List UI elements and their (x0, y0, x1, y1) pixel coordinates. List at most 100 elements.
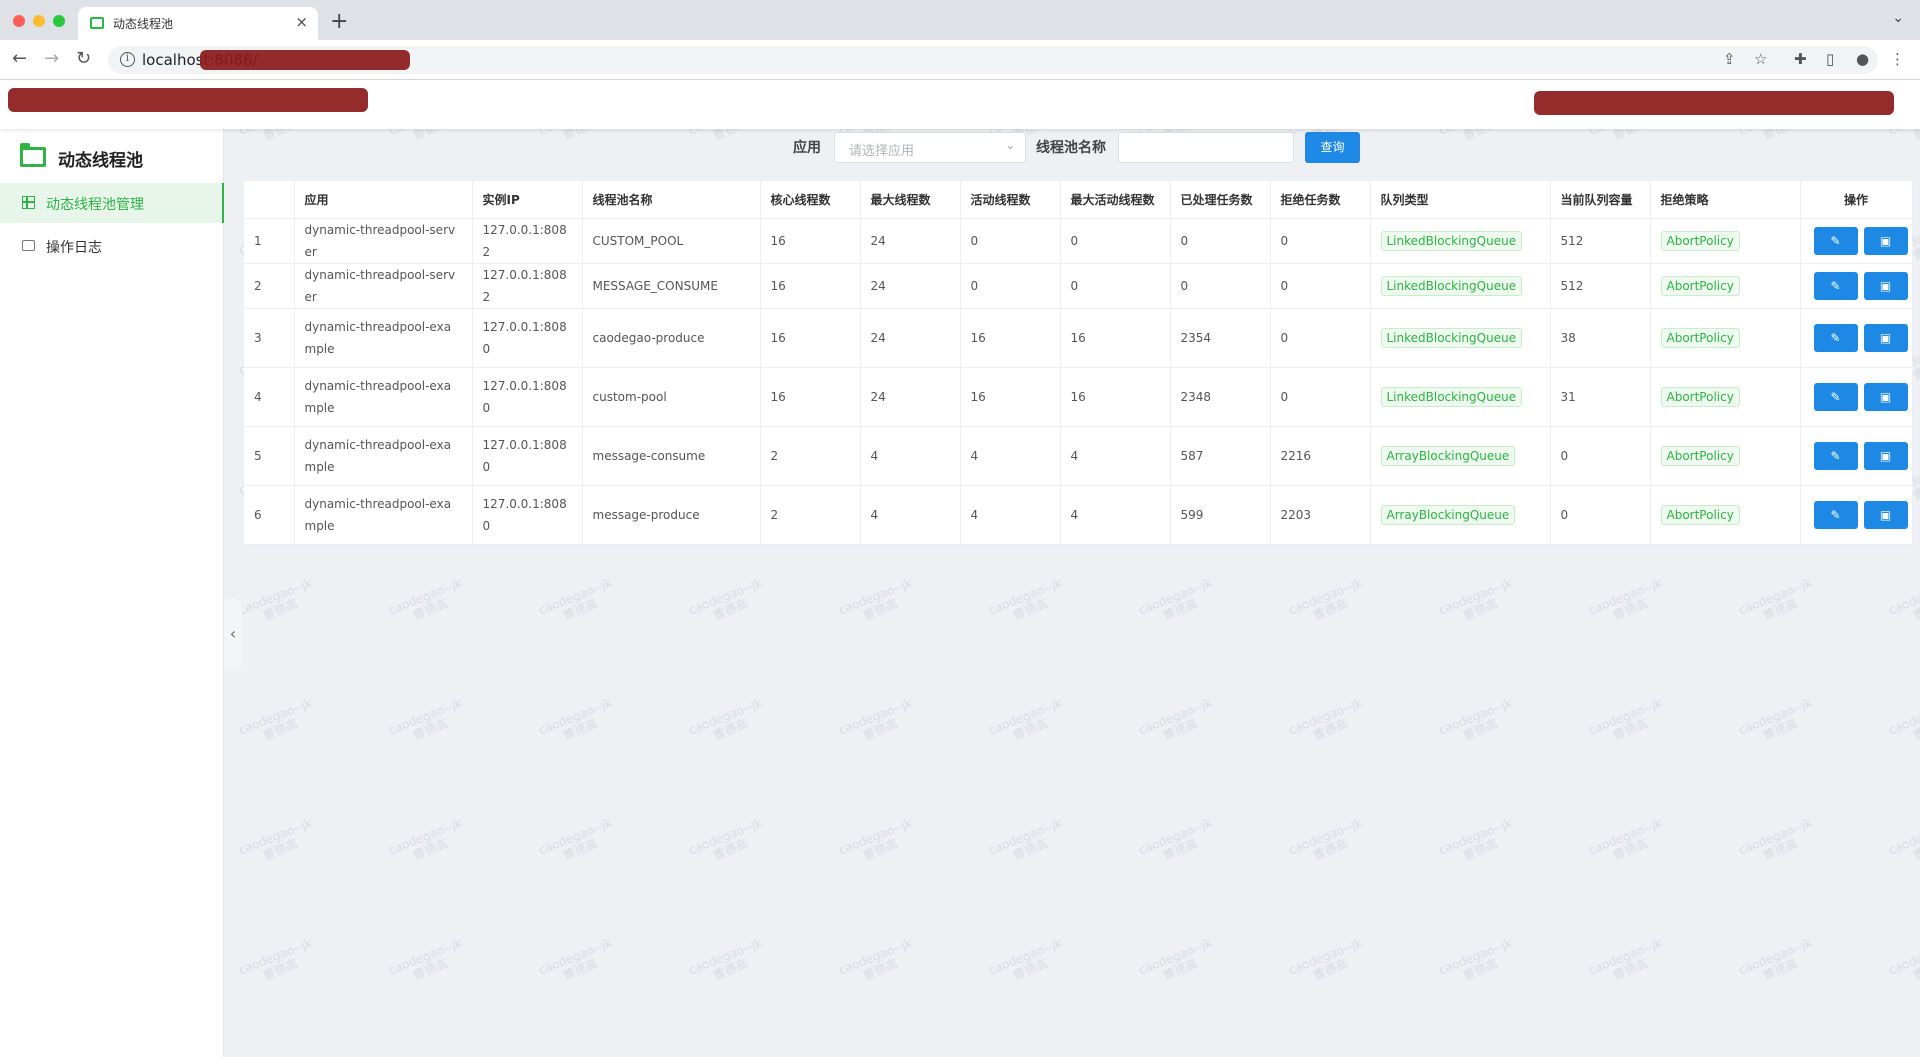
reject-policy-tag: AbortPolicy (1660, 386, 1740, 407)
header-redaction-left (8, 88, 368, 112)
share-icon[interactable]: ⇪ (1723, 50, 1736, 68)
edit-button[interactable]: ✎ (1813, 323, 1858, 352)
sidebar-item-operation-log[interactable]: 操作日志 (0, 226, 224, 266)
table-cell: 4 (960, 426, 1061, 486)
column-header: 操作 (1800, 181, 1913, 219)
header-redaction-right (1534, 91, 1894, 115)
table-cell: dynamic-threadpool-example (294, 485, 473, 545)
table-cell: 4 (860, 485, 961, 545)
app-filter-label: 应用 (793, 140, 821, 156)
window-minimize-button[interactable] (33, 15, 45, 27)
browser-menu-icon[interactable]: ⋮ (1890, 50, 1905, 68)
reject-policy-tag: AbortPolicy (1660, 504, 1740, 525)
edit-button[interactable]: ✎ (1813, 226, 1858, 255)
address-bar[interactable]: i localhost:8086/ (108, 46, 1878, 74)
table-cell: 587 (1170, 426, 1271, 486)
column-header: 活动线程数 (960, 181, 1061, 219)
table-cell: 0 (1060, 218, 1171, 264)
table-cell: dynamic-threadpool-server (294, 263, 473, 309)
app-select-placeholder: 请选择应用 (849, 144, 915, 159)
table-cell: caodegao-produce (582, 308, 761, 368)
table-cell: AbortPolicy (1650, 426, 1801, 486)
edit-button[interactable]: ✎ (1813, 441, 1858, 470)
edit-icon: ✎ (1830, 330, 1841, 345)
bookmark-star-icon[interactable]: ☆ (1754, 50, 1768, 68)
window-close-button[interactable] (13, 15, 25, 27)
reject-policy-tag: AbortPolicy (1660, 230, 1740, 251)
profile-avatar-icon[interactable]: ● (1856, 50, 1870, 68)
reject-policy-tag: AbortPolicy (1660, 445, 1740, 466)
tab-close-icon[interactable]: × (295, 13, 308, 31)
table-cell: message-produce (582, 485, 761, 545)
table-row: 4 dynamic-threadpool-example 127.0.0.1:808… (244, 367, 1913, 427)
window-maximize-button[interactable] (53, 15, 65, 27)
pool-name-input[interactable] (1118, 132, 1294, 163)
table-cell: 0 (1270, 218, 1371, 264)
table-cell: 1 (244, 218, 295, 264)
table-cell: message-consume (582, 426, 761, 486)
table-cell: LinkedBlockingQueue (1370, 218, 1551, 264)
table-cell: 127.0.0.1:8082 (472, 218, 583, 264)
table-cell: AbortPolicy (1650, 263, 1801, 309)
sidebar-collapse-chevron-icon[interactable]: ‹ (224, 599, 242, 669)
queue-type-tag: LinkedBlockingQueue (1380, 327, 1523, 348)
column-header: 当前队列容量 (1550, 181, 1651, 219)
detail-button[interactable]: ▣ (1863, 323, 1908, 352)
search-bar: 应用 请选择应用 ⌄ 线程池名称 查询 (224, 129, 1920, 177)
detail-button[interactable]: ▣ (1863, 271, 1908, 300)
edit-button[interactable]: ✎ (1813, 382, 1858, 411)
column-header: 最大活动线程数 (1060, 181, 1171, 219)
sidebar-item-label: 操作日志 (46, 240, 102, 256)
edit-button[interactable]: ✎ (1813, 500, 1858, 529)
table-cell: MESSAGE_CONSUME (582, 263, 761, 309)
back-arrow-icon[interactable]: ← (12, 48, 28, 69)
table-cell: 2354 (1170, 308, 1271, 368)
extensions-puzzle-icon[interactable]: ✚ (1794, 50, 1807, 68)
row-actions: ✎ ▣ (1800, 308, 1913, 368)
row-actions: ✎ ▣ (1800, 485, 1913, 545)
app-select[interactable]: 请选择应用 ⌄ (834, 132, 1026, 163)
app-title: 动态线程池 (58, 151, 143, 171)
side-panel-icon[interactable]: ▯ (1826, 50, 1835, 68)
detail-button[interactable]: ▣ (1863, 382, 1908, 411)
browser-tab[interactable]: 动态线程池 × (78, 7, 318, 40)
image-icon: ▣ (1879, 448, 1892, 463)
table-cell: 599 (1170, 485, 1271, 545)
query-button[interactable]: 查询 (1305, 132, 1360, 163)
site-info-icon[interactable]: i (120, 52, 135, 67)
table-cell: 0 (1170, 263, 1271, 309)
table-cell: 0 (1270, 367, 1371, 427)
forward-arrow-icon[interactable]: → (44, 48, 60, 69)
detail-button[interactable]: ▣ (1863, 500, 1908, 529)
table-cell: 16 (1060, 367, 1171, 427)
detail-button[interactable]: ▣ (1863, 226, 1908, 255)
table-cell: 4 (960, 485, 1061, 545)
table-row: 1 dynamic-threadpool-server 127.0.0.1:8082… (244, 218, 1913, 264)
detail-button[interactable]: ▣ (1863, 441, 1908, 470)
edit-button[interactable]: ✎ (1813, 271, 1858, 300)
row-actions: ✎ ▣ (1800, 263, 1913, 309)
table-cell: dynamic-threadpool-example (294, 308, 473, 368)
new-tab-button[interactable]: + (330, 9, 349, 34)
table-cell: LinkedBlockingQueue (1370, 367, 1551, 427)
reload-icon[interactable]: ↻ (76, 48, 92, 69)
tab-search-chevron-icon[interactable]: ⌄ (1892, 10, 1904, 26)
sidebar-item-threadpool-management[interactable]: 动态线程池管理 (0, 183, 224, 223)
table-cell: 512 (1550, 263, 1651, 309)
app-header (0, 80, 1920, 129)
row-actions: ✎ ▣ (1800, 367, 1913, 427)
edit-icon: ✎ (1830, 389, 1841, 404)
